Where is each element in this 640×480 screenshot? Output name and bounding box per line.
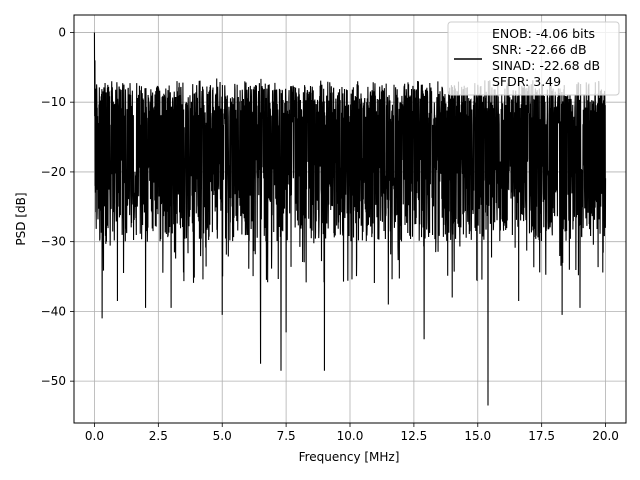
x-tick-label: 20.0 — [592, 429, 619, 443]
x-tick-label: 2.5 — [149, 429, 168, 443]
y-tick-label: 0 — [58, 25, 66, 39]
legend-enob: ENOB: -4.06 bits — [492, 26, 595, 41]
legend-snr: SNR: -22.66 dB — [492, 42, 587, 57]
x-tick-label: 17.5 — [528, 429, 555, 443]
x-tick-label: 15.0 — [464, 429, 491, 443]
x-tick-label: 5.0 — [213, 429, 232, 443]
y-tick-label: −10 — [41, 95, 66, 109]
legend-box — [447, 21, 620, 96]
y-tick-label: −30 — [41, 235, 66, 249]
x-tick-label: 10.0 — [337, 429, 364, 443]
y-axis-label: PSD [dB] — [14, 192, 28, 245]
x-tick-label: 0.0 — [85, 429, 104, 443]
legend-sfdr: SFDR: 3.49 — [492, 74, 561, 89]
x-axis-label: Frequency [MHz] — [299, 450, 400, 464]
y-tick-label: −20 — [41, 165, 66, 179]
y-tick-label: −50 — [41, 374, 66, 388]
y-axis: 0 −10 −20 −30 −40 −50 — [41, 25, 74, 388]
legend-sinad: SINAD: -22.68 dB — [492, 58, 600, 73]
x-tick-label: 7.5 — [277, 429, 296, 443]
psd-series-line — [93, 32, 607, 406]
y-tick-label: −40 — [41, 304, 66, 318]
x-axis: 0.0 2.5 5.0 7.5 10.0 12.5 15.0 17.5 20.0 — [85, 423, 619, 443]
plot-area — [93, 32, 607, 406]
x-tick-label: 12.5 — [401, 429, 428, 443]
legend: ENOB: -4.06 bits SNR: -22.66 dB SINAD: -… — [447, 21, 620, 96]
